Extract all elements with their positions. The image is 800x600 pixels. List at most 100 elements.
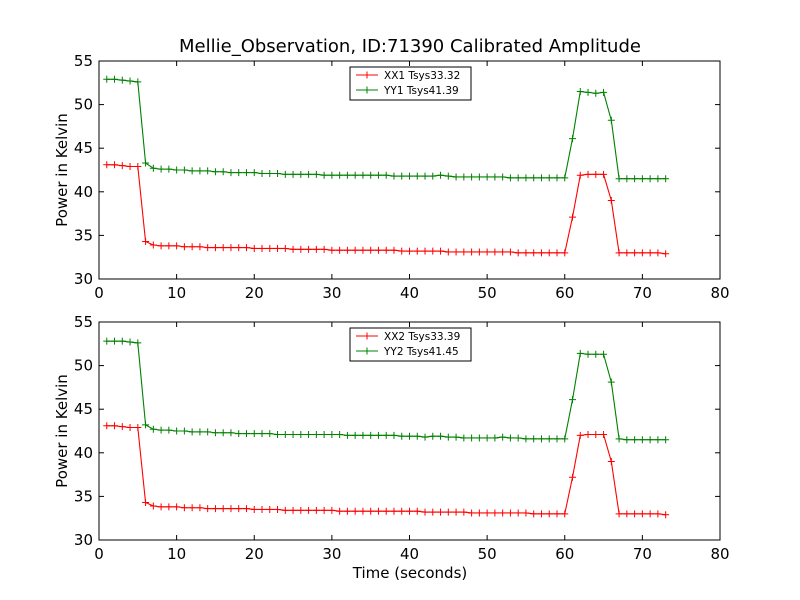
chart-1-legend-entry: YY1 Tsys41.39	[383, 85, 459, 97]
chart-1-series-2-point	[359, 171, 367, 179]
chart-2-series-2-point	[662, 436, 670, 444]
chart-2-series-2-point	[305, 430, 313, 438]
chart-1-series-1-point	[320, 245, 328, 253]
chart-1-series-1-point	[506, 248, 514, 256]
chart-2-series-1-point	[421, 508, 429, 516]
chart-1-series-2-point	[421, 172, 429, 180]
chart-1-series-1-point	[173, 242, 181, 250]
chart-1-series-2-point	[320, 171, 328, 179]
chart-2-series-2-point	[359, 431, 367, 439]
chart-1-x-tick-label: 0	[94, 284, 104, 302]
chart-1-legend-box	[349, 66, 472, 101]
chart-1-series-2-point	[281, 170, 289, 178]
chart-2-x-tick-label: 10	[167, 545, 186, 563]
chart-2-series-2-point	[196, 428, 204, 436]
chart-2-series-2-point	[219, 429, 227, 437]
chart-1-series-1-point	[452, 248, 460, 256]
chart-2-series-1-point	[382, 507, 390, 515]
chart-2-series-2-point	[281, 430, 289, 438]
chart-2-series-1-point	[242, 505, 250, 513]
chart-1-series-2-point	[569, 135, 577, 143]
chart-2-series-2-point	[506, 434, 514, 442]
chart-1-x-tick-label: 20	[245, 284, 264, 302]
chart-2-series-1-point	[623, 510, 631, 518]
chart-1-series-1-point	[204, 244, 212, 252]
chart-1-series-1-point	[312, 245, 320, 253]
chart-1-series-2-point	[537, 174, 545, 182]
chart-2-series-1-point	[111, 422, 119, 430]
chart-2-series-1-point	[584, 430, 592, 438]
chart-1-series-1-point	[250, 244, 258, 252]
chart-1-series-1-point	[429, 247, 437, 255]
chart-1-series-2-point	[646, 175, 654, 183]
chart-2-series-1-point	[211, 505, 219, 513]
chart-1-series-1-point	[305, 245, 313, 253]
chart-2-series-1	[103, 422, 670, 519]
chart-1-series-2-point	[157, 165, 165, 173]
chart-2-series-1-point	[444, 508, 452, 516]
chart-2-series-1-point	[343, 507, 351, 515]
chart-1-series-1-point	[623, 249, 631, 257]
chart-1-series-1-point	[592, 170, 600, 178]
chart-1-series-2-point	[398, 172, 406, 180]
chart-2-series-1-point	[398, 507, 406, 515]
chart-1-series-2-point	[367, 171, 375, 179]
chart-1-series-2-point	[514, 174, 522, 182]
chart-2-series-2-point	[204, 428, 212, 436]
chart-1-series-1-point	[180, 243, 188, 251]
chart-2-series-1-point	[165, 503, 173, 511]
chart-2-series-2-point	[118, 337, 126, 345]
chart-1-series-2-point	[188, 167, 196, 175]
chart-2-series-1-point	[103, 422, 111, 430]
chart-1-legend-marker	[363, 71, 371, 79]
chart-2-series-2-point	[545, 435, 553, 443]
chart-2-series-1-point	[522, 509, 530, 517]
chart-2-series-2-point	[429, 432, 437, 440]
chart-1-series-1-point	[165, 242, 173, 250]
chart-2-series-1-point	[305, 506, 313, 514]
chart-1-series-1-point	[227, 244, 235, 252]
chart-1-series-1-point	[600, 170, 608, 178]
chart-1-x-tick-label: 10	[167, 284, 186, 302]
chart-2-series-2-point	[584, 350, 592, 358]
chart-1-series-1-point	[142, 238, 150, 246]
chart-2-legend: XX2 Tsys33.39 YY2 Tsys41.45	[349, 327, 472, 362]
chart-2-series-1-point	[607, 458, 615, 466]
chart-2-series-1-point	[250, 505, 258, 513]
chart-1-series-2-point	[600, 88, 608, 96]
x-axis-label: Time (seconds)	[352, 564, 468, 582]
chart-1: 0 10 20 30 40 50 60 70 80 30 35 40 45 50 55 Power in Ke…	[53, 52, 730, 302]
chart-1-series-1-point	[157, 242, 165, 250]
chart-2-series-2-point	[468, 434, 476, 442]
chart-1-series-2-point	[219, 168, 227, 176]
chart-1-y-axis-label: Power in Kelvin	[53, 113, 71, 227]
chart-2-series-1-point	[631, 510, 639, 518]
chart-2-series-1-point	[662, 511, 670, 519]
chart-1-series-2-point	[406, 172, 413, 180]
chart-1-series-1-point	[242, 244, 250, 252]
chart-2-series-1-point	[553, 510, 561, 518]
chart-1-series-2-point	[592, 89, 600, 97]
chart-2-series-1-point	[227, 505, 235, 513]
chart-2-series-2-point	[522, 435, 530, 443]
chart-2-x-tick-label: 20	[245, 545, 264, 563]
chart-2-series-2-point	[607, 378, 615, 386]
chart-1-series-2-point	[204, 167, 212, 175]
chart-2-x-tick-label: 60	[555, 545, 574, 563]
chart-2-series-2-point	[165, 426, 173, 434]
chart-1-series-1-point	[646, 249, 654, 257]
chart-2-series-1-point	[157, 503, 165, 511]
chart-2-series-2-point	[638, 436, 646, 444]
chart-2-series-1-point	[297, 506, 305, 514]
chart-2-x-tick-label: 80	[710, 545, 729, 563]
chart-2-series-2-point	[142, 421, 150, 429]
chart-1-series-1-point	[491, 248, 499, 256]
chart-2-series-2-point	[343, 431, 351, 439]
chart-2-series-2-point	[437, 432, 445, 440]
chart-2-y-tick-label: 35	[74, 487, 93, 505]
chart-2-series-1-point	[615, 510, 623, 518]
chart-1-series-2-point	[180, 166, 188, 174]
chart-1-series-2-point	[506, 174, 514, 182]
chart-2-series-1-point	[576, 431, 584, 439]
chart-2-series-1-point	[328, 506, 336, 514]
